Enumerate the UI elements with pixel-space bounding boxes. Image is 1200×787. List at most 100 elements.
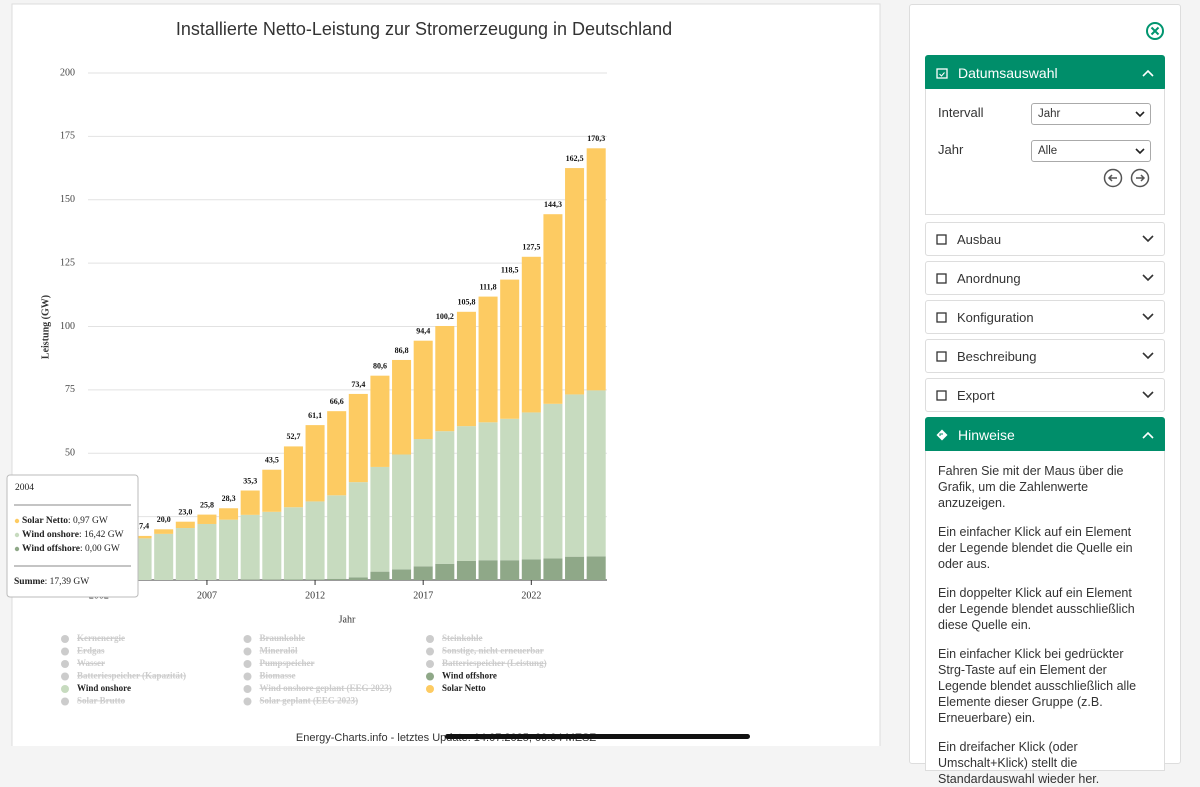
legend-swatch: [244, 685, 252, 693]
legend-label: Solar geplant (EEG 2023): [260, 696, 359, 706]
tooltip-dot: [15, 519, 19, 523]
total-label: 25,8: [200, 500, 214, 509]
bar-segment: [176, 522, 195, 528]
section-title: Anordnung: [957, 271, 1132, 286]
close-button[interactable]: [1145, 21, 1165, 41]
x-axis-title: Jahr: [339, 614, 356, 625]
prev-button[interactable]: [1103, 168, 1123, 188]
x-tick-label: 2017: [413, 590, 433, 601]
legend-label: Braunkohle: [260, 633, 306, 643]
chevron: [1142, 235, 1154, 243]
tooltip-title: 2004: [15, 483, 34, 493]
section-header[interactable]: Beschreibung: [925, 339, 1165, 373]
legend-label: Sonstige, nicht erneuerbar: [442, 646, 544, 656]
total-label: 94,4: [416, 327, 430, 336]
y-tick-label: 200: [60, 67, 75, 78]
hint-paragraph: Fahren Sie mit der Maus über die Grafik,…: [938, 463, 1152, 511]
total-label: 170,3: [587, 134, 605, 143]
chevron: [1142, 274, 1154, 282]
bar-segment: [543, 558, 562, 580]
bar-segment: [435, 564, 454, 580]
bar-segment: [306, 501, 325, 579]
chart: Installierte Netto-Leistung zur Stromerz…: [0, 0, 900, 746]
bar-segment: [327, 411, 346, 495]
total-label: 28,3: [222, 494, 236, 503]
total-label: 23,0: [178, 508, 192, 517]
legend-swatch: [426, 660, 434, 668]
hints-section-header[interactable]: Hinweise: [925, 417, 1165, 453]
section-title: Beschreibung: [957, 349, 1132, 364]
tooltip-series: Solar Netto: [22, 516, 68, 526]
year-select[interactable]: Alle: [1031, 140, 1151, 162]
bar-segment: [500, 419, 519, 560]
section-icon: [936, 390, 947, 401]
legend-label: Steinkohle: [442, 633, 483, 643]
hint-paragraph: Ein dreifacher Klick (oder Umschalt+Klic…: [938, 739, 1152, 787]
bar-segment: [219, 508, 238, 519]
bar-segment: [457, 426, 476, 561]
total-label: 162,5: [566, 154, 584, 163]
bar-segment: [479, 422, 498, 560]
tooltip-series: Wind offshore: [22, 544, 80, 554]
legend-swatch: [61, 660, 69, 668]
total-label: 52,7: [286, 432, 300, 441]
section-header[interactable]: Export: [925, 378, 1165, 412]
bar-segment: [500, 560, 519, 580]
page: Energy-Charts html, body { margin: 0; pa…: [0, 0, 1200, 746]
tooltip-value: : 0,00 GW: [80, 544, 120, 554]
date-section-header[interactable]: Datumsauswahl: [925, 55, 1165, 91]
interval-select[interactable]: Jahr: [1031, 103, 1151, 125]
legend-swatch: [426, 673, 434, 681]
tooltip: 2004 Summe: 17,39 GW Solar Netto: 0,97 G…: [7, 475, 138, 597]
bar-segment: [435, 431, 454, 564]
total-label: 105,8: [457, 298, 475, 307]
legend-label: Biomasse: [260, 671, 296, 681]
legend-label: Batteriespeicher (Leistung): [442, 658, 547, 668]
bar-segment: [565, 168, 584, 394]
total-label: 73,4: [351, 380, 365, 389]
legend-label: Batteriespeicher (Kapazität): [77, 671, 186, 681]
total-label: 118,5: [501, 265, 519, 274]
bar-segment: [370, 572, 389, 580]
bar-segment: [392, 455, 411, 570]
legend-swatch: [61, 648, 69, 656]
x-tick-label: 2012: [305, 590, 325, 601]
home-indicator: [445, 734, 750, 739]
bar-segment: [349, 577, 368, 580]
legend-swatch: [61, 673, 69, 681]
legend-swatch: [61, 685, 69, 693]
bar-segment: [587, 556, 606, 580]
legend-swatch: [244, 635, 252, 643]
tooltip-value: : 16,42 GW: [79, 530, 124, 540]
section-header[interactable]: Ausbau: [925, 222, 1165, 256]
section-title: Konfiguration: [957, 310, 1132, 325]
next-button[interactable]: [1130, 168, 1150, 188]
legend-label: Kernenergie: [77, 633, 125, 643]
bar-segment: [284, 579, 303, 580]
bar-segment: [154, 534, 173, 580]
legend-swatch: [61, 635, 69, 643]
tooltip-row: Wind onshore: 16,42 GW: [22, 530, 124, 540]
bar-segment: [327, 495, 346, 578]
total-label: 100,2: [436, 312, 454, 321]
section-header[interactable]: Konfiguration: [925, 300, 1165, 334]
legend-label: Erdgas: [77, 646, 105, 656]
interval-label: Intervall: [938, 105, 984, 120]
bar-segment: [370, 376, 389, 467]
tooltip-dot: [15, 533, 19, 537]
hints-body: Fahren Sie mit der Maus über die Grafik,…: [925, 451, 1165, 771]
y-tick-label: 125: [60, 257, 75, 268]
legend-label: Mineralöl: [260, 646, 298, 656]
tooltip-sum-label: Summe: [14, 577, 45, 587]
section-icon: [936, 312, 947, 323]
tooltip-row: Wind offshore: 0,00 GW: [22, 544, 120, 554]
section-title: Hinweise: [958, 427, 1132, 443]
select-value: Jahr: [1038, 108, 1060, 120]
bar-segment: [306, 425, 325, 501]
section-icon: [936, 351, 947, 362]
tooltip-sum: Summe: 17,39 GW: [14, 577, 89, 587]
section-header[interactable]: Anordnung: [925, 261, 1165, 295]
bar-segment: [392, 569, 411, 580]
tooltip-dot: [15, 547, 19, 551]
bar-segment: [522, 559, 541, 580]
